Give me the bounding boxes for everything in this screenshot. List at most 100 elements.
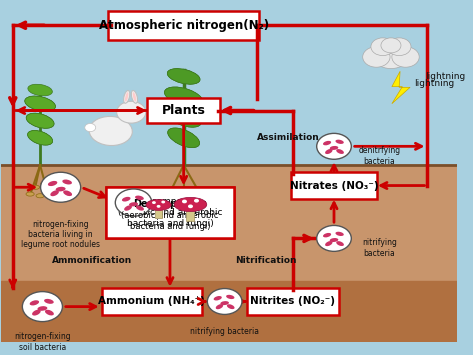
Ellipse shape	[56, 187, 66, 191]
Text: nitrifying bacteria: nitrifying bacteria	[190, 327, 259, 336]
Ellipse shape	[335, 140, 344, 144]
Ellipse shape	[45, 310, 54, 316]
Circle shape	[22, 291, 62, 322]
Ellipse shape	[44, 299, 54, 304]
Text: nitrogen-fixing
bacteria living in
legume root nodules: nitrogen-fixing bacteria living in legum…	[21, 220, 100, 250]
FancyBboxPatch shape	[108, 11, 259, 40]
Circle shape	[117, 101, 146, 123]
Ellipse shape	[165, 87, 203, 107]
Ellipse shape	[214, 296, 222, 300]
Ellipse shape	[166, 108, 201, 127]
Ellipse shape	[227, 304, 235, 309]
Ellipse shape	[28, 84, 53, 96]
Circle shape	[41, 172, 81, 202]
Bar	[1, 1, 457, 165]
Ellipse shape	[63, 190, 72, 196]
Ellipse shape	[62, 180, 72, 185]
FancyBboxPatch shape	[106, 187, 234, 239]
Text: Ammonification: Ammonification	[53, 256, 132, 265]
FancyBboxPatch shape	[147, 98, 220, 123]
Text: Nitrates (NO₃⁻): Nitrates (NO₃⁻)	[289, 181, 378, 191]
Ellipse shape	[166, 108, 201, 127]
Ellipse shape	[226, 295, 235, 299]
Ellipse shape	[25, 96, 55, 111]
Ellipse shape	[216, 304, 223, 309]
Ellipse shape	[30, 300, 39, 305]
Circle shape	[317, 133, 351, 159]
Ellipse shape	[41, 182, 49, 186]
Ellipse shape	[123, 91, 130, 103]
Ellipse shape	[50, 190, 59, 196]
Ellipse shape	[26, 113, 54, 128]
Ellipse shape	[330, 238, 338, 242]
Ellipse shape	[89, 116, 132, 146]
Circle shape	[194, 199, 199, 203]
FancyBboxPatch shape	[247, 288, 339, 315]
Circle shape	[115, 189, 152, 216]
Ellipse shape	[146, 200, 171, 211]
Ellipse shape	[125, 92, 129, 102]
Ellipse shape	[167, 69, 200, 84]
Circle shape	[381, 38, 401, 53]
Text: nitrifying
bacteria: nitrifying bacteria	[362, 239, 397, 258]
Text: Decomposers: Decomposers	[133, 199, 207, 209]
Bar	[1, 281, 457, 343]
Ellipse shape	[168, 128, 200, 148]
Circle shape	[387, 38, 411, 56]
Ellipse shape	[131, 91, 138, 103]
Ellipse shape	[135, 196, 144, 200]
Text: Nitrification: Nitrification	[235, 256, 297, 265]
Circle shape	[372, 40, 410, 69]
FancyBboxPatch shape	[106, 187, 234, 239]
Text: Nitrites (NO₂⁻): Nitrites (NO₂⁻)	[251, 296, 335, 306]
Text: Ammonium (NH₄⁺): Ammonium (NH₄⁺)	[98, 296, 205, 306]
Circle shape	[157, 205, 160, 208]
Ellipse shape	[27, 131, 53, 145]
Ellipse shape	[124, 205, 132, 211]
Circle shape	[188, 204, 193, 208]
Circle shape	[161, 201, 165, 203]
Ellipse shape	[32, 185, 40, 189]
Ellipse shape	[174, 197, 207, 212]
FancyBboxPatch shape	[102, 288, 202, 315]
Circle shape	[371, 38, 394, 56]
Text: Decomposers
(aerobic and anaerobic
bacteria and fungi): Decomposers (aerobic and anaerobic bacte…	[118, 197, 222, 228]
Bar	[156, 205, 162, 218]
Text: Assimilation: Assimilation	[256, 133, 319, 142]
Ellipse shape	[168, 128, 200, 148]
Ellipse shape	[323, 233, 331, 237]
Ellipse shape	[167, 69, 200, 84]
Ellipse shape	[220, 301, 229, 305]
Ellipse shape	[336, 241, 344, 246]
Ellipse shape	[325, 241, 333, 246]
Bar	[1, 165, 457, 281]
Bar	[186, 204, 194, 222]
Ellipse shape	[330, 146, 338, 150]
Circle shape	[207, 289, 242, 315]
Circle shape	[152, 201, 156, 204]
Ellipse shape	[25, 96, 55, 111]
FancyBboxPatch shape	[291, 172, 377, 199]
Text: lightning: lightning	[425, 72, 465, 81]
Text: nitrogen-fixing
soil bacteria: nitrogen-fixing soil bacteria	[14, 332, 70, 351]
Ellipse shape	[133, 92, 136, 102]
Text: Atmospheric nitrogen(N₂): Atmospheric nitrogen(N₂)	[98, 19, 269, 32]
Text: Plants: Plants	[162, 104, 206, 117]
Ellipse shape	[129, 202, 138, 206]
Text: denitrfying
bacteria: denitrfying bacteria	[359, 146, 401, 166]
Ellipse shape	[48, 181, 57, 186]
Ellipse shape	[323, 141, 331, 145]
Ellipse shape	[335, 232, 344, 236]
Circle shape	[182, 200, 187, 203]
Circle shape	[363, 47, 390, 67]
Circle shape	[317, 225, 351, 251]
Ellipse shape	[32, 310, 41, 316]
Ellipse shape	[37, 306, 47, 311]
Circle shape	[85, 124, 96, 132]
Ellipse shape	[325, 149, 333, 154]
Text: (aerobic and anaerobic
bacteria and fungi): (aerobic and anaerobic bacteria and fung…	[121, 211, 219, 231]
Ellipse shape	[36, 194, 44, 198]
Polygon shape	[392, 71, 410, 104]
Ellipse shape	[165, 87, 203, 107]
Ellipse shape	[26, 192, 34, 196]
